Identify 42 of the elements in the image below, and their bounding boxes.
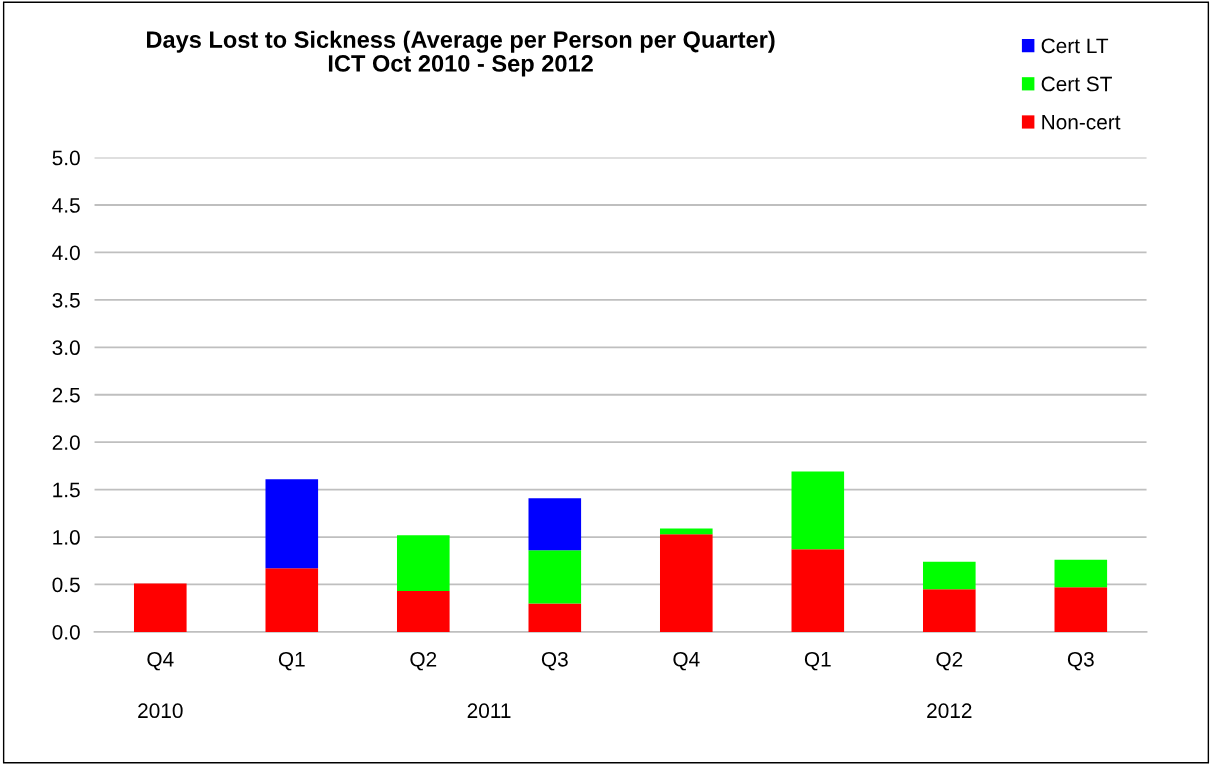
bar [791, 549, 845, 632]
bar [923, 589, 976, 632]
y-tick-label: 5.0 [52, 150, 80, 166]
text: 2011 [467, 703, 511, 719]
bar [1054, 587, 1108, 632]
y-tick-label: 3.0 [52, 340, 80, 356]
y-tick-label: 4.0 [52, 245, 80, 261]
y-tick-label: 1.5 [53, 482, 80, 498]
bar [528, 603, 582, 632]
chart-title: Days Lost to Sickness (Average per Person per Quarter) ICT Oct 2010 - Sep 2012 [147, 30, 775, 77]
x-tick-label: Q3 [1067, 651, 1094, 671]
y-tick-label: 2.0 [52, 435, 80, 450]
y-tick-label: 2.5 [52, 387, 80, 403]
bar [791, 471, 845, 550]
y-tick-label: 4.5 [52, 198, 80, 213]
bar [396, 535, 450, 592]
text: 2012 [927, 703, 972, 719]
y-tick-label: 0.0 [52, 624, 80, 640]
y-tick-label: 1.0 [53, 530, 80, 545]
bar [528, 498, 582, 551]
bar [659, 528, 713, 535]
x-tick-label: Q1 [278, 651, 305, 671]
x-tick-label: Q3 [541, 651, 568, 671]
x-tick-label: Q4 [147, 651, 174, 671]
x-tick-label: Q2 [410, 651, 437, 671]
x-tick-label: Q1 [804, 651, 831, 671]
bar [133, 583, 187, 632]
y-tick-label: 0.5 [52, 577, 80, 593]
legend-label: Cert ST [1041, 76, 1112, 92]
bar [659, 534, 713, 632]
bar [528, 550, 582, 604]
bar [396, 591, 450, 632]
x-tick-label: Q4 [673, 651, 700, 671]
bar [265, 568, 319, 632]
bar [1054, 559, 1108, 588]
legend-label: Non-cert [1042, 114, 1121, 130]
y-tick-label: 3.5 [52, 292, 80, 308]
x-tick-label: Q2 [936, 651, 963, 671]
legend-label: Cert LT [1041, 38, 1109, 54]
bar [923, 561, 976, 590]
bar [265, 479, 319, 569]
text: 2010 [138, 703, 183, 719]
